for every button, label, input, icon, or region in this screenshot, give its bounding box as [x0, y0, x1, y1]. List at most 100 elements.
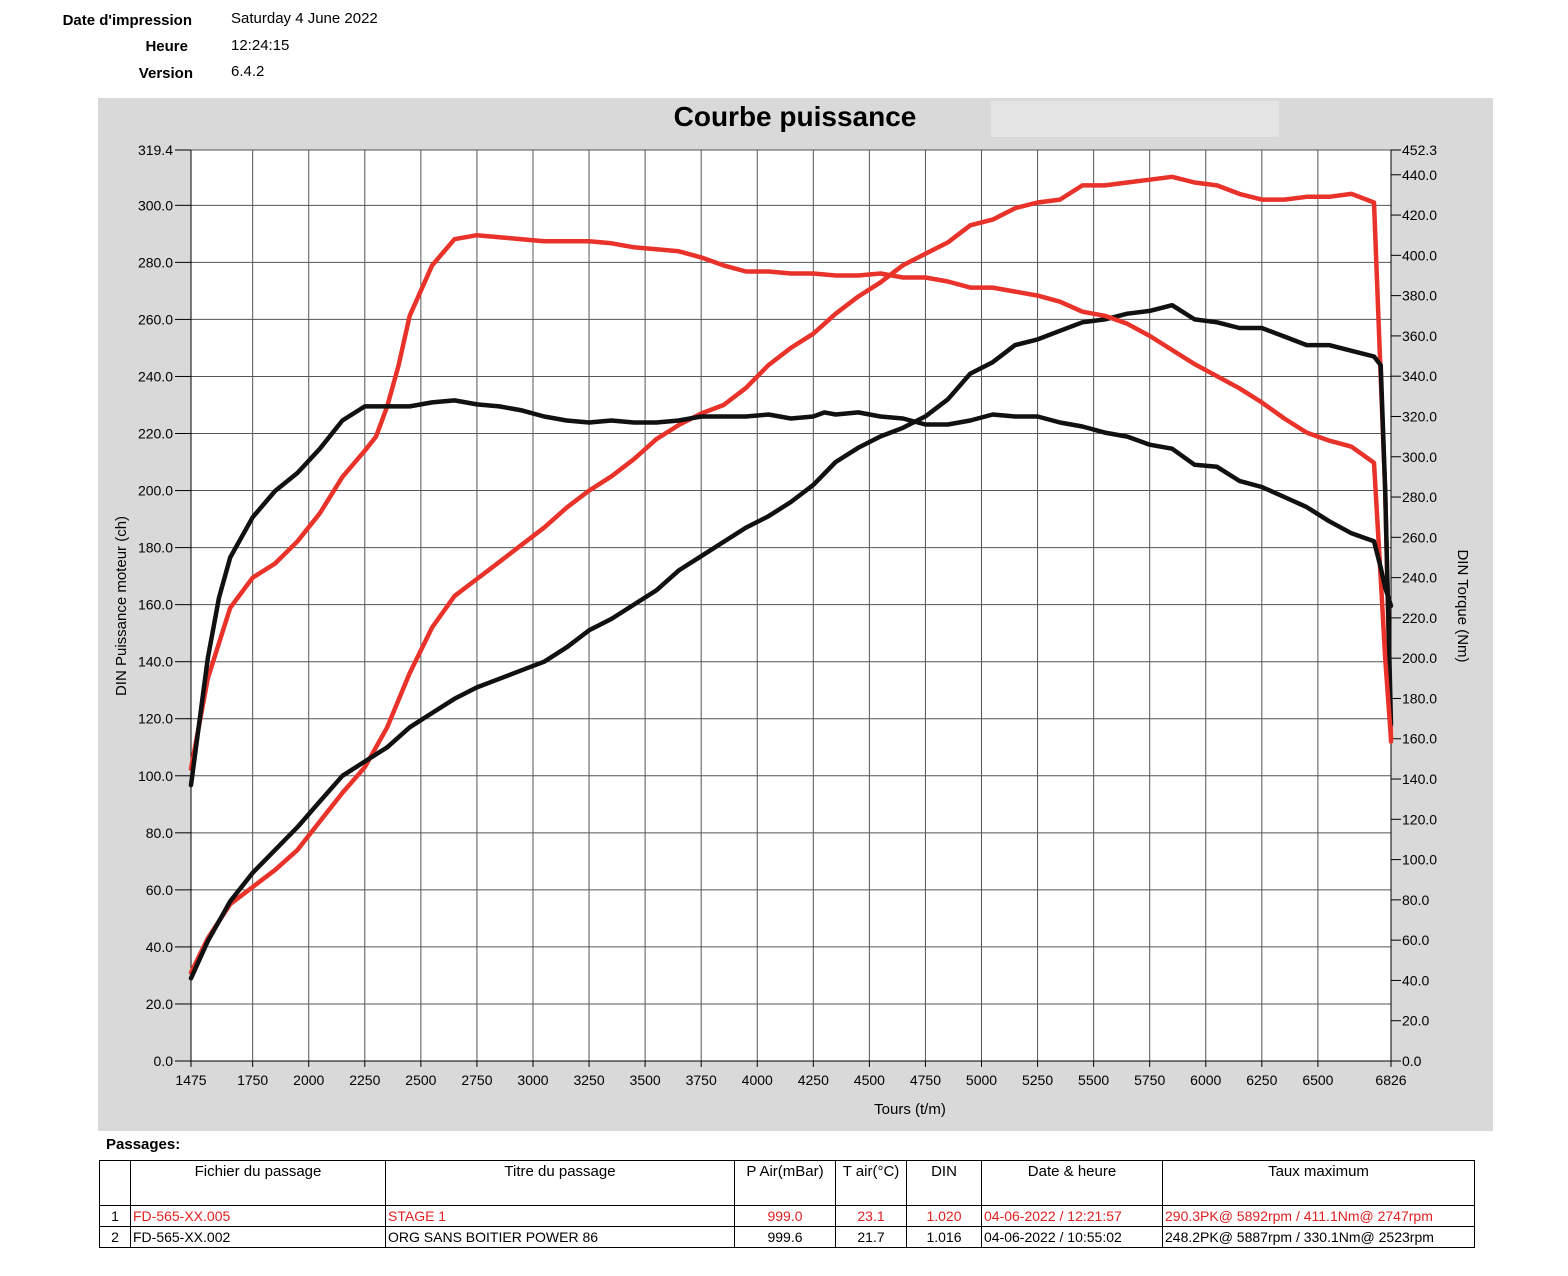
x-tick-label: 6500: [1302, 1072, 1333, 1088]
time-value: 12:24:15: [231, 37, 290, 54]
y-right-tick-label: 360.0: [1402, 328, 1437, 344]
power-series-line: [188, 302, 1394, 981]
y-right-tick-label: 320.0: [1402, 408, 1437, 424]
y-right-tick-label: 300.0: [1402, 449, 1437, 465]
x-tick-label: 1475: [175, 1072, 206, 1088]
y-left-tick-label: 140.0: [138, 654, 173, 670]
title-highlight-box: [991, 101, 1279, 137]
y-left-tick-label: 0.0: [154, 1053, 174, 1069]
y-right-tick-label: 340.0: [1402, 368, 1437, 384]
y-right-tick-label: 260.0: [1402, 529, 1437, 545]
y-right-tick-label: 160.0: [1402, 731, 1437, 747]
table-row[interactable]: 1 FD-565-XX.005 STAGE 1 999.0 23.1 1.020…: [99, 1205, 1475, 1227]
row-file: FD-565-XX.002: [130, 1226, 386, 1248]
x-tick-label: 1750: [237, 1072, 268, 1088]
torque-series-line: [188, 398, 1394, 788]
y-right-tick-label: 80.0: [1402, 892, 1429, 908]
x-tick-label: 5500: [1078, 1072, 1109, 1088]
col-header-max: Taux maximum: [1162, 1160, 1475, 1206]
x-tick-label: 5250: [1022, 1072, 1053, 1088]
y-left-tick-label: 220.0: [138, 426, 173, 442]
y-right-tick-label: 0.0: [1402, 1053, 1422, 1069]
table-row[interactable]: 2 FD-565-XX.002 ORG SANS BOITIER POWER 8…: [99, 1226, 1475, 1248]
series-layer: [188, 174, 1394, 981]
x-tick-label: 2250: [349, 1072, 380, 1088]
power-torque-chart: Courbe puissance 1475 1750 2000 2250 2500 275…: [113, 101, 1471, 1118]
x-tick-label: 5750: [1134, 1072, 1165, 1088]
y-left-axis-label: DIN Puissance moteur (ch): [113, 516, 130, 696]
x-tick-label: 3750: [686, 1072, 717, 1088]
row-p-air: 999.0: [734, 1205, 836, 1227]
x-tick-label: 2750: [461, 1072, 492, 1088]
row-din: 1.016: [906, 1226, 982, 1248]
plot-background: [191, 150, 1391, 1061]
y-right-tick-label: 380.0: [1402, 288, 1437, 304]
power-series-line: [188, 174, 1394, 975]
y-right-tick-label: 120.0: [1402, 811, 1437, 827]
row-din: 1.020: [906, 1205, 982, 1227]
x-tick-label: 4000: [742, 1072, 773, 1088]
chart-title: Courbe puissance: [674, 101, 917, 132]
x-tick-label: 3250: [573, 1072, 604, 1088]
y-right-tick-label: 140.0: [1402, 771, 1437, 787]
y-right-tick-label: 420.0: [1402, 207, 1437, 223]
axes-layer: 1475 1750 2000 2250 2500 2750 3000 3250 3500 3750…: [138, 142, 1437, 1088]
y-right-tick-label: 60.0: [1402, 932, 1429, 948]
y-left-tick-label: 20.0: [146, 996, 173, 1012]
y-right-tick-label: 180.0: [1402, 690, 1437, 706]
x-axis-label: Tours (t/m): [874, 1101, 946, 1118]
row-title: ORG SANS BOITIER POWER 86: [385, 1226, 735, 1248]
row-p-air: 999.6: [734, 1226, 836, 1248]
x-tick-label: 4250: [798, 1072, 829, 1088]
y-left-tick-label: 120.0: [138, 711, 173, 727]
y-left-tick-label: 160.0: [138, 597, 173, 613]
time-label: Heure: [145, 38, 188, 55]
x-tick-label: 4500: [854, 1072, 885, 1088]
y-left-tick-label: 80.0: [146, 825, 173, 841]
y-right-tick-label: 100.0: [1402, 852, 1437, 868]
x-tick-label: 5000: [966, 1072, 997, 1088]
y-left-tick-label: 200.0: [138, 483, 173, 499]
col-header-file: Fichier du passage: [130, 1160, 386, 1206]
y-left-tick-label: 300.0: [138, 197, 173, 213]
row-t-air: 21.7: [835, 1226, 907, 1248]
y-left-tick-label: 100.0: [138, 768, 173, 784]
version-value: 6.4.2: [231, 63, 265, 80]
y-right-tick-label: 240.0: [1402, 570, 1437, 586]
table-header-row: Fichier du passage Titre du passage P Ai…: [99, 1160, 1475, 1206]
col-header-index: [99, 1160, 131, 1206]
row-max: 290.3PK@ 5892rpm / 411.1Nm@ 2747rpm: [1162, 1205, 1475, 1227]
x-tick-label: 6000: [1190, 1072, 1221, 1088]
col-header-p-air: P Air(mBar): [734, 1160, 836, 1206]
passages-label: Passages:: [106, 1136, 181, 1153]
y-left-tick-label: 280.0: [138, 254, 173, 270]
row-date: 04-06-2022 / 10:55:02: [981, 1226, 1163, 1248]
col-header-t-air: T air(°C): [835, 1160, 907, 1206]
y-right-tick-label: 280.0: [1402, 489, 1437, 505]
y-right-tick-label: 40.0: [1402, 972, 1429, 988]
y-right-tick-label: 200.0: [1402, 650, 1437, 666]
torque-series-line: [188, 232, 1394, 772]
y-left-tick-label: 40.0: [146, 939, 173, 955]
row-index: 2: [99, 1226, 131, 1248]
x-tick-label: 2000: [293, 1072, 324, 1088]
x-tick-label: 6826: [1375, 1072, 1406, 1088]
y-left-tick-label: 180.0: [138, 540, 173, 556]
y-left-tick-label: 240.0: [138, 368, 173, 384]
y-left-tick-label: 260.0: [138, 311, 173, 327]
col-header-title: Titre du passage: [385, 1160, 735, 1206]
x-tick-label: 6250: [1246, 1072, 1277, 1088]
y-right-tick-label: 400.0: [1402, 247, 1437, 263]
row-t-air: 23.1: [835, 1205, 907, 1227]
y-left-tick-label: 319.4: [138, 142, 173, 158]
chart-panel: Courbe puissance 1475 1750 2000 2250 2500 275…: [98, 98, 1493, 1131]
y-right-tick-label: 452.3: [1402, 142, 1437, 158]
y-right-tick-label: 20.0: [1402, 1013, 1429, 1029]
row-title: STAGE 1: [385, 1205, 735, 1227]
row-max: 248.2PK@ 5887rpm / 330.1Nm@ 2523rpm: [1162, 1226, 1475, 1248]
y-left-tick-label: 60.0: [146, 882, 173, 898]
print-date-value: Saturday 4 June 2022: [231, 10, 378, 27]
version-label: Version: [138, 65, 193, 82]
y-right-axis-label: DIN Torque (Nm): [1454, 549, 1471, 662]
runs-table: Fichier du passage Titre du passage P Ai…: [99, 1160, 1475, 1248]
